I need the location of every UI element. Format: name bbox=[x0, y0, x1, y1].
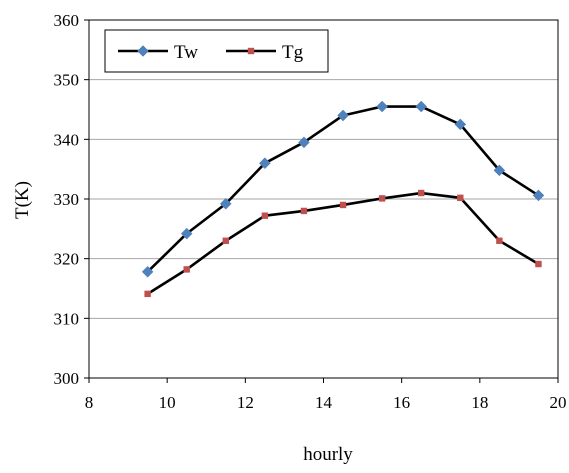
data-point-tg bbox=[418, 189, 425, 197]
data-point-tg bbox=[222, 237, 229, 244]
y-tick-label: 330 bbox=[54, 190, 80, 209]
data-series bbox=[141, 100, 545, 298]
x-tick-label: 18 bbox=[471, 393, 488, 412]
x-tick-label: 12 bbox=[237, 393, 254, 412]
x-tick-label: 20 bbox=[550, 393, 567, 412]
data-point-tw bbox=[180, 227, 193, 240]
x-axis-title: hourly bbox=[303, 444, 353, 465]
data-point-tg bbox=[496, 237, 503, 244]
data-point-tg bbox=[378, 195, 386, 202]
legend-marker-tw bbox=[137, 45, 149, 57]
data-point-tg bbox=[261, 212, 269, 219]
y-tick-label: 350 bbox=[54, 71, 80, 90]
data-point-tw bbox=[532, 189, 545, 202]
series-line-tw bbox=[146, 105, 540, 273]
data-point-tw bbox=[298, 136, 310, 149]
data-point-tg bbox=[300, 207, 308, 215]
data-point-tw bbox=[454, 118, 467, 131]
y-tick-label: 300 bbox=[54, 369, 80, 388]
legend: Tw Tg bbox=[104, 29, 329, 73]
y-axis-title: T(K) bbox=[12, 181, 33, 219]
legend-label-tw: Tw bbox=[174, 42, 198, 63]
data-point-tg bbox=[535, 260, 542, 268]
data-point-tw bbox=[337, 109, 349, 122]
data-point-tw bbox=[141, 265, 154, 278]
y-tick-label: 360 bbox=[54, 11, 80, 30]
y-tick-label: 340 bbox=[54, 130, 80, 149]
axes: 300 310 320 330 340 350 360 8 10 12 14 16 18 20 bbox=[54, 11, 567, 412]
data-point-tw bbox=[219, 197, 232, 210]
series-tw bbox=[141, 100, 545, 278]
x-tick-label: 10 bbox=[159, 393, 176, 412]
x-tick-label: 14 bbox=[315, 393, 333, 412]
series-tg bbox=[144, 189, 542, 298]
data-point-tg bbox=[339, 201, 347, 209]
data-point-tg bbox=[457, 194, 464, 202]
data-point-tw bbox=[259, 157, 271, 170]
data-point-tg bbox=[144, 290, 151, 298]
y-tick-label: 320 bbox=[54, 250, 80, 269]
data-point-tw bbox=[415, 100, 428, 113]
x-tick-label: 16 bbox=[393, 393, 410, 412]
y-tick-label: 310 bbox=[54, 309, 80, 328]
data-point-tg bbox=[183, 266, 190, 273]
data-point-tw bbox=[376, 100, 388, 113]
x-tick-label: 8 bbox=[85, 393, 94, 412]
data-point-tw bbox=[493, 164, 506, 177]
legend-marker-tg bbox=[247, 47, 255, 55]
gridlines bbox=[89, 79, 558, 319]
legend-label-tg: Tg bbox=[282, 42, 304, 63]
